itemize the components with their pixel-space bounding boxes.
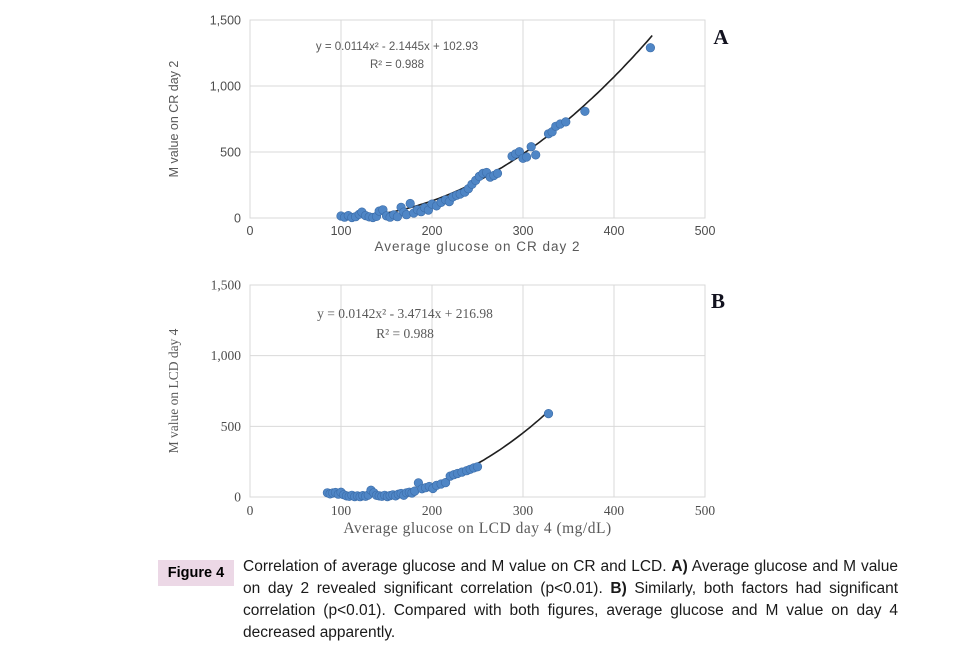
caption-panel-ref: A) — [671, 558, 688, 575]
data-point — [405, 198, 415, 209]
x-tick-label: 300 — [513, 224, 534, 238]
data-point — [531, 150, 541, 160]
data-point — [561, 117, 571, 127]
panel-label: A — [713, 25, 729, 49]
y-tick-label: 500 — [221, 419, 242, 434]
caption-segment: Similarly, both factors had significant … — [243, 580, 899, 641]
y-tick-label: 1,000 — [210, 80, 241, 94]
data-point — [492, 168, 503, 178]
y-tick-label: 1,500 — [210, 14, 241, 28]
caption-panel-ref: B) — [610, 580, 627, 597]
r-squared-label: R² = 0.988 — [370, 59, 424, 71]
y-tick-label: 1,000 — [211, 348, 242, 363]
figure-caption-text: Correlation of average glucose and M val… — [243, 556, 898, 644]
caption-segment: Average glucose and M value on day 2 rev… — [243, 558, 898, 597]
x-tick-label: 200 — [422, 224, 443, 238]
x-tick-label: 500 — [695, 224, 716, 238]
data-point — [441, 478, 451, 488]
trend-equation: y = 0.0114x² - 2.1445x + 102.93 — [316, 41, 478, 53]
x-tick-label: 300 — [513, 503, 534, 518]
x-tick-label: 100 — [331, 503, 352, 518]
x-tick-label: 400 — [604, 503, 625, 518]
data-point — [645, 43, 656, 53]
x-axis-title: Average glucose on CR day 2 — [374, 239, 580, 254]
data-point — [580, 106, 590, 116]
data-point — [543, 409, 554, 419]
x-tick-label: 0 — [247, 224, 254, 238]
scatter-chart-panel-b: 0 100 200 300 400 500 0 500 1,000 1,500 Average gl… — [166, 278, 725, 538]
y-tick-label: 1,500 — [211, 278, 242, 293]
r-squared-label: R² = 0.988 — [376, 326, 434, 341]
data-point — [522, 152, 532, 162]
trend-equation: y = 0.0142x² - 3.4714x + 216.98 — [317, 306, 493, 321]
y-axis-title: M value on LCD day 4 — [166, 328, 181, 453]
y-tick-label: 500 — [220, 146, 241, 160]
data-point — [526, 142, 536, 152]
x-tick-label: 500 — [695, 503, 716, 518]
y-axis-title: M value on CR day 2 — [167, 61, 181, 178]
plot-border — [249, 19, 706, 219]
x-tick-label: 100 — [331, 224, 352, 238]
figure-label-badge: Figure 4 — [158, 560, 234, 586]
data-point — [392, 212, 402, 222]
y-tick-label: 0 — [234, 212, 241, 226]
plot-border — [249, 284, 706, 498]
panel-label: B — [711, 289, 725, 313]
scatter-chart-panel-a: 0 100 200 300 400 500 0 500 1,000 1,500 Average gl… — [167, 14, 729, 255]
data-point — [472, 462, 483, 472]
y-tick-label: 0 — [234, 490, 241, 505]
x-axis-title: Average glucose on LCD day 4 (mg/dL) — [343, 520, 611, 537]
caption-segment: Correlation of average glucose and M val… — [243, 558, 672, 575]
x-tick-label: 400 — [604, 224, 625, 238]
x-tick-label: 200 — [422, 503, 443, 518]
x-tick-label: 0 — [247, 503, 254, 518]
